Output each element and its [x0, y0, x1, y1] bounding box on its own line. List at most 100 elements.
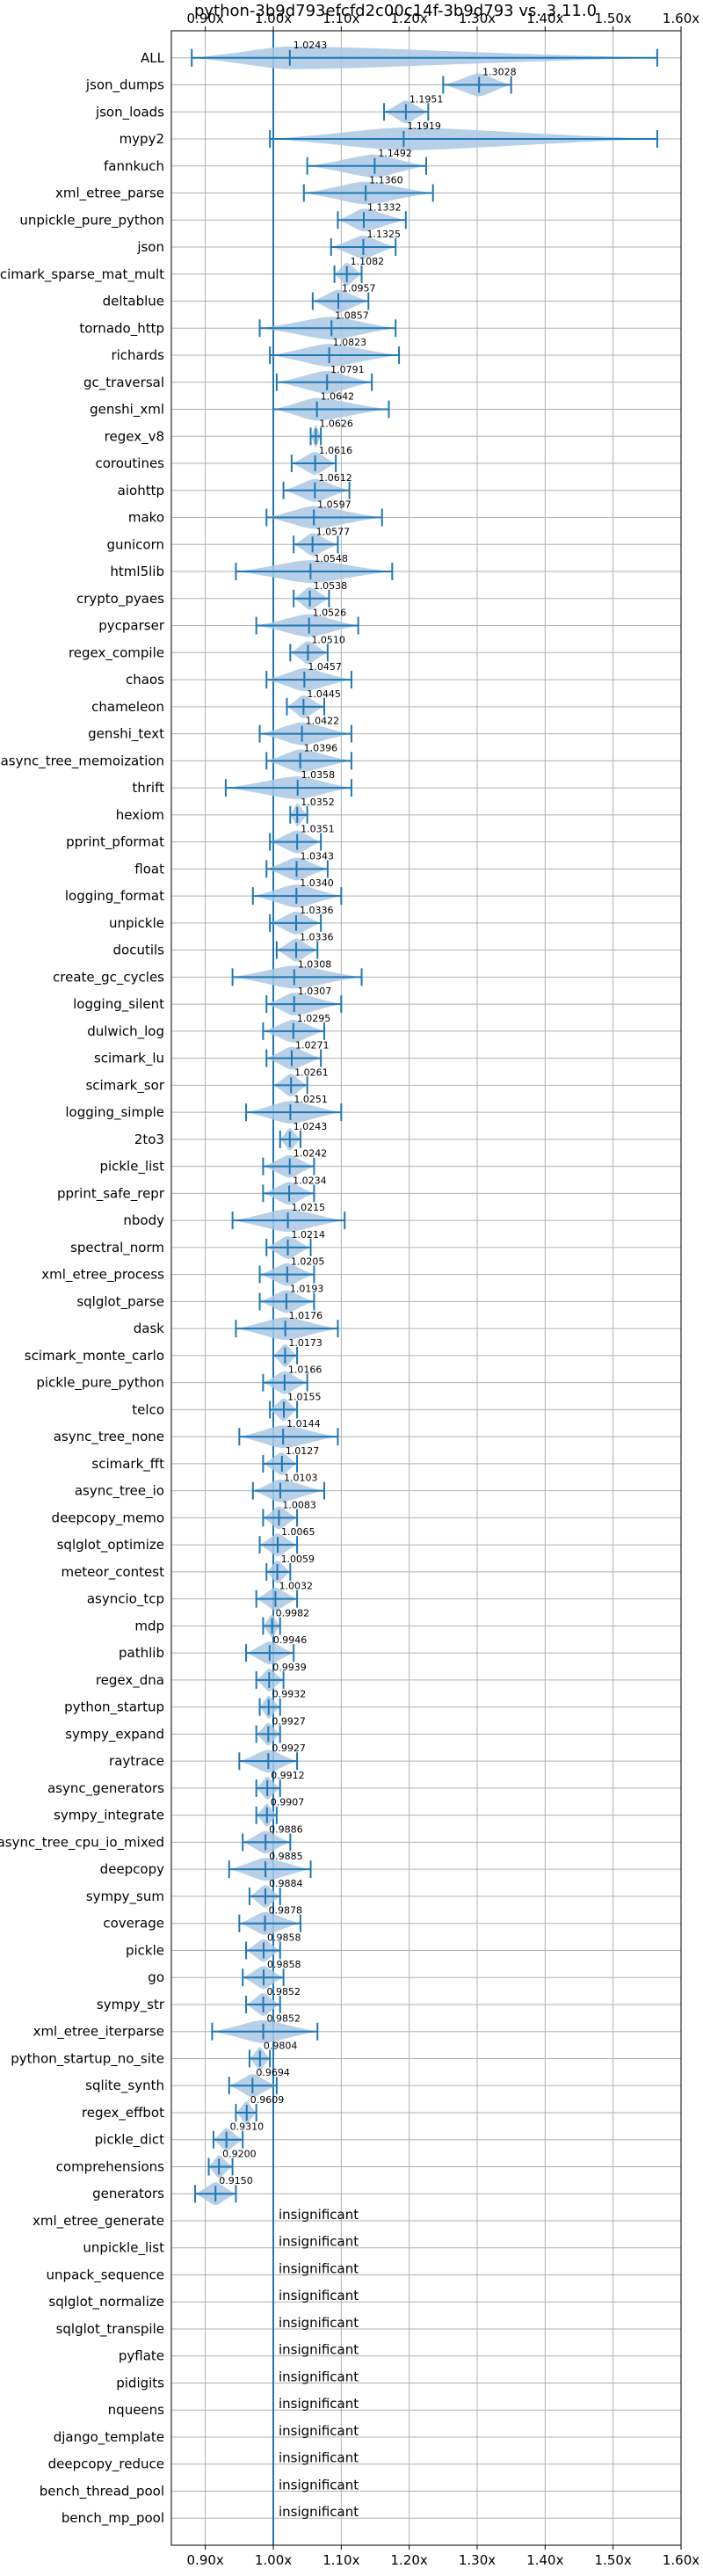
- bottom-tick-label: 1.30x: [459, 2552, 496, 2568]
- value-label: 0.9907: [271, 1797, 305, 1808]
- value-label: 1.0271: [295, 1040, 330, 1052]
- benchmark-label: sympy_expand: [65, 1726, 164, 1743]
- top-tick-label: 1.30x: [459, 11, 496, 26]
- value-label: 1.0358: [301, 769, 336, 781]
- value-label: 1.0173: [288, 1337, 323, 1349]
- value-label: 1.0526: [313, 608, 347, 619]
- value-label: 1.1360: [369, 175, 403, 186]
- value-label: 1.0144: [286, 1418, 321, 1430]
- value-label: 1.1332: [367, 201, 402, 213]
- value-label: 0.9886: [269, 1823, 303, 1835]
- benchmark-label: sqlglot_transpile: [56, 2321, 164, 2338]
- value-label: 1.0308: [298, 958, 332, 970]
- value-label: 0.9885: [269, 1851, 303, 1862]
- benchmark-label: json: [136, 239, 164, 255]
- top-tick-label: 1.20x: [391, 11, 428, 26]
- benchmark-label: regex_dna: [96, 1672, 164, 1689]
- value-label: 1.0307: [298, 986, 332, 997]
- value-label: 1.0243: [294, 1121, 328, 1132]
- benchmark-label: pathlib: [119, 1645, 164, 1661]
- benchmark-label: mako: [128, 510, 164, 526]
- value-label: 0.9932: [272, 1689, 307, 1700]
- value-label: 1.3028: [482, 67, 517, 78]
- benchmark-label: async_tree_cpu_io_mixed: [0, 1834, 164, 1851]
- value-label: 1.0176: [289, 1310, 323, 1321]
- label-layer: ALL 1.0243 json_dumps 1.3028 json_loads 1.195…: [0, 40, 517, 2527]
- benchmark-label: bench_mp_pool: [62, 2510, 164, 2527]
- benchmark-label: pycparser: [98, 618, 165, 634]
- value-label: 1.0510: [311, 634, 345, 645]
- benchmark-label: coroutines: [95, 455, 164, 471]
- benchmark-label: chaos: [126, 672, 164, 688]
- value-label: 1.0422: [306, 716, 340, 727]
- insignificant-label: insignificant: [279, 2423, 359, 2439]
- benchmark-label: pprint_pformat: [66, 834, 164, 851]
- benchmark-label: regex_v8: [105, 428, 164, 445]
- benchmark-label: pickle_pure_python: [36, 1375, 164, 1392]
- value-label: 0.9939: [272, 1662, 307, 1673]
- top-tick-label: 1.60x: [663, 11, 699, 26]
- value-label: 1.1492: [378, 148, 412, 159]
- value-label: 1.1325: [366, 229, 401, 240]
- benchmark-label: html5lib: [110, 564, 164, 579]
- value-label: 0.9609: [250, 2094, 285, 2106]
- benchmark-label: scimark_lu: [94, 1051, 164, 1067]
- insignificant-label: insignificant: [279, 2369, 359, 2384]
- benchmark-label: go: [148, 1969, 164, 1985]
- bottom-tick-label: 0.90x: [187, 2552, 224, 2568]
- value-label: 1.0193: [290, 1283, 324, 1294]
- insignificant-label: insignificant: [279, 2477, 359, 2492]
- value-label: 0.9858: [267, 1959, 301, 1970]
- benchmark-label: genshi_xml: [90, 402, 164, 418]
- value-label: 1.0791: [330, 364, 365, 375]
- value-label: 1.0642: [321, 391, 355, 403]
- value-label: 1.1919: [407, 120, 441, 132]
- insignificant-label: insignificant: [279, 2342, 359, 2358]
- insignificant-label: insignificant: [279, 2504, 359, 2520]
- benchmark-label: deltablue: [103, 294, 164, 309]
- benchmark-label: python_startup_no_site: [11, 2050, 164, 2067]
- top-tick-label: 1.50x: [595, 11, 632, 26]
- benchmark-label: async_generators: [47, 1780, 164, 1797]
- benchmark-label: unpack_sequence: [47, 2267, 164, 2283]
- insignificant-label: insignificant: [279, 2315, 359, 2331]
- value-label: 0.9852: [267, 2013, 301, 2025]
- benchmark-label: pickle_dict: [95, 2132, 164, 2149]
- benchmark-label: pidigits: [116, 2375, 164, 2390]
- benchmark-label: dulwich_log: [87, 1023, 164, 1040]
- insignificant-label: insignificant: [279, 2396, 359, 2412]
- benchmark-label: nqueens: [108, 2402, 164, 2418]
- value-label: 1.0343: [301, 850, 335, 862]
- benchmark-label: xml_etree_parse: [55, 186, 164, 202]
- value-label: 1.0597: [317, 499, 352, 511]
- axis-layer: 0.90x 0.90x 1.00x 1.00x 1.10x 1.10x 1.20x 1.20x…: [170, 11, 699, 2568]
- benchmark-label: bench_thread_pool: [40, 2483, 164, 2500]
- benchmark-label: gunicorn: [106, 536, 164, 552]
- value-label: 1.0032: [279, 1581, 313, 1592]
- value-label: 1.0612: [318, 472, 352, 484]
- value-label: 0.9927: [272, 1715, 306, 1727]
- benchmark-label: deepcopy_reduce: [48, 2456, 164, 2473]
- value-label: 1.1951: [409, 93, 444, 105]
- benchmark-label: sqlite_synth: [85, 2078, 164, 2094]
- benchmark-label: django_template: [54, 2429, 164, 2446]
- benchmark-label: hexiom: [116, 807, 164, 823]
- bottom-tick-label: 1.50x: [595, 2552, 632, 2568]
- benchmark-label: float: [134, 861, 164, 877]
- benchmark-label: logging_format: [65, 888, 164, 905]
- benchmark-label: async_tree_memoization: [1, 753, 164, 769]
- grid-layer: [171, 31, 682, 2545]
- top-tick-label: 1.00x: [255, 11, 292, 26]
- benchmark-label: deepcopy: [100, 1861, 164, 1877]
- benchmark-label: docutils: [113, 942, 165, 958]
- value-label: 0.9912: [271, 1770, 305, 1781]
- bottom-tick-label: 1.40x: [526, 2552, 563, 2568]
- value-label: 1.0295: [297, 1013, 331, 1024]
- value-label: 1.0242: [294, 1148, 328, 1160]
- value-label: 0.9927: [272, 1743, 306, 1754]
- benchmark-label: logging_silent: [73, 996, 164, 1013]
- benchmark-label: xml_etree_process: [41, 1267, 164, 1284]
- value-label: 1.0577: [316, 526, 351, 537]
- value-label: 1.0166: [288, 1364, 323, 1376]
- value-label: 1.0127: [286, 1445, 320, 1457]
